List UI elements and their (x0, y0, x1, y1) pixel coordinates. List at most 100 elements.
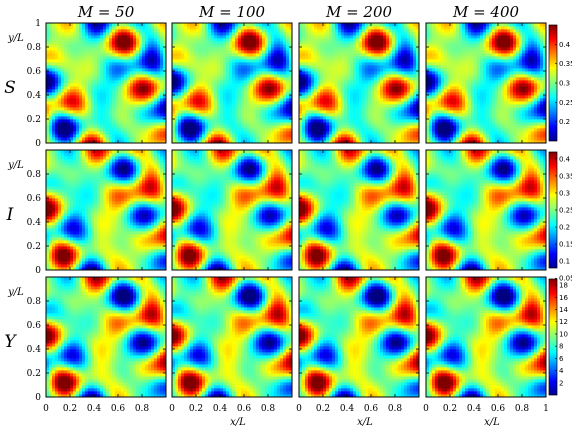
colorbar-tick-label: 8 (559, 343, 563, 351)
x-tick-label: 0.4 (87, 404, 102, 414)
panel-frame (425, 22, 547, 144)
y-tick-label: 0.2 (27, 115, 41, 125)
panel-frame (298, 276, 420, 398)
y-tick-label: 0.6 (27, 67, 42, 77)
panel-frame (171, 22, 293, 144)
heatmap-panels (45, 22, 547, 398)
x-tick-label: 0.4 (213, 404, 228, 414)
colorbar-tick-label: 0.05 (559, 275, 572, 283)
x-tick-label: 0.2 (443, 404, 457, 414)
column-titles: M = 50 M = 100 M = 200 M = 400 (77, 3, 520, 21)
y-tick-label: 0.2 (27, 369, 41, 379)
colorbar-tick-label: 14 (559, 306, 568, 314)
x-tick-label: 0 (43, 404, 49, 414)
heatmap-panel-Y-3 (298, 276, 420, 398)
colorbar-I: 0.4 0.35 0.3 0.25 0.2 0.15 0.1 0.05 (548, 151, 572, 283)
colorbar-tick-label: 0.2 (559, 118, 570, 126)
x-tick-label: 0.6 (237, 404, 252, 414)
x-tick-label: 0.4 (340, 404, 355, 414)
x-tick-label: 0.8 (261, 404, 276, 414)
heatmap-panel-S-1 (45, 22, 167, 144)
colorbar-S: 0.4 0.35 0.3 0.25 0.2 (548, 24, 572, 142)
heatmap-panel-Y-4 (425, 276, 547, 398)
column-title: M = 400 (452, 3, 520, 21)
x-tick-label: 0 (169, 404, 175, 414)
column-title: M = 100 (198, 3, 266, 21)
y-tick-label: 0.8 (27, 297, 42, 307)
y-tick-label: 0 (35, 266, 41, 276)
x-tick-label: 0 (423, 404, 429, 414)
colorbar-tick-label: 18 (559, 282, 568, 290)
colorbar-tick-label: 0.3 (559, 80, 570, 88)
row-label: Y (4, 332, 17, 352)
heatmap-panel-I-3 (298, 149, 420, 271)
y-tick-label: 0 (35, 393, 41, 403)
panel-frame (45, 22, 167, 144)
x-tick-label: 1 (543, 404, 549, 414)
x-tick-label: 0.8 (515, 404, 530, 414)
colorbar-tick-label: 0.3 (559, 189, 570, 197)
colorbar-tick-label: 0.35 (559, 172, 572, 180)
colorbar-tick-label: 12 (559, 318, 568, 326)
x-tick-label: 0.6 (491, 404, 506, 414)
y-tick-label: 0.8 (27, 170, 42, 180)
colorbar-tick-label: 0.15 (559, 241, 572, 249)
column-title: M = 200 (325, 3, 393, 21)
x-tick-label: 0.6 (111, 404, 126, 414)
colorbar-tick-label: 2 (559, 379, 563, 387)
x-tick-label: 0.8 (388, 404, 403, 414)
y-tick-label: 0.6 (27, 194, 42, 204)
panel-frame (45, 149, 167, 271)
row-labels: S I Y (4, 78, 17, 352)
panel-frame (45, 276, 167, 398)
panel-frame (298, 22, 420, 144)
y-axis-label: y/L (7, 33, 24, 44)
heatmap-panel-Y-2 (171, 276, 293, 398)
y-tick-label: 0.4 (27, 91, 42, 101)
heatmap-panel-Y-1 (45, 276, 167, 398)
y-tick-label: 0.2 (27, 242, 41, 252)
heatmap-panel-S-3 (298, 22, 420, 144)
row-label: S (4, 78, 16, 98)
colorbar-tick-label: 0.4 (559, 41, 571, 49)
panel-frame (298, 149, 420, 271)
y-tick-label: 0.6 (27, 321, 42, 331)
x-tick-label: 0.6 (364, 404, 379, 414)
panel-frame (171, 149, 293, 271)
colorbar-tick-label: 0.1 (559, 258, 570, 266)
y-tick-label: 0.4 (27, 218, 42, 228)
panel-frame (171, 276, 293, 398)
x-tick-label: 0.2 (189, 404, 203, 414)
x-tick-label: 0.4 (467, 404, 482, 414)
y-tick-label: 1 (35, 19, 41, 29)
heatmap-panel-S-2 (171, 22, 293, 144)
x-tick-label: 0.2 (63, 404, 77, 414)
y-axis-label: y/L (7, 287, 24, 298)
colorbar-tick-label: 6 (559, 355, 564, 363)
colorbar-tick-label: 0.25 (559, 207, 572, 215)
colorbar-tick-label: 0.25 (559, 99, 572, 107)
x-tick-label: 0.8 (135, 404, 150, 414)
row-label: I (6, 205, 14, 225)
colorbar-tick-label: 0.4 (559, 155, 571, 163)
y-tick-label: 0 (35, 139, 41, 149)
x-axis-label: x/L (230, 417, 246, 428)
panel-frame (425, 149, 547, 271)
heatmap-panel-S-4 (425, 22, 547, 144)
x-tick-label: 0.2 (316, 404, 330, 414)
heatmap-panel-I-2 (171, 149, 293, 271)
colorbar-gradient (548, 278, 558, 396)
colorbar-tick-label: 0.2 (559, 224, 570, 232)
colorbar-tick-label: 16 (559, 294, 568, 302)
colorbars: 0.40.350.30.250.20.40.350.30.250.20.150.… (548, 24, 572, 396)
x-tick-label: 0 (296, 404, 302, 414)
colorbar-tick-label: 10 (559, 330, 568, 338)
panel-frame (425, 276, 547, 398)
heatmap-panel-I-4 (425, 149, 547, 271)
x-axis-label: x/L (484, 417, 500, 428)
heatmap-panel-I-1 (45, 149, 167, 271)
colorbar-tick-label: 0.35 (559, 60, 572, 68)
y-tick-label: 0.4 (27, 345, 42, 355)
x-axis-label: x/L (357, 417, 373, 428)
